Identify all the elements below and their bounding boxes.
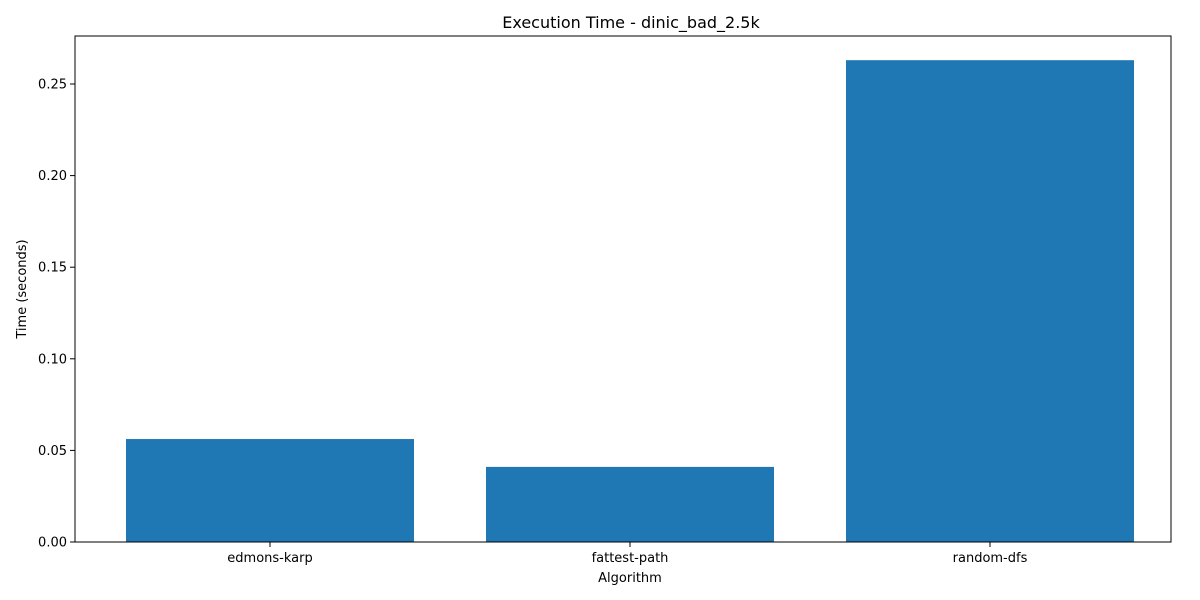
x-tick-label: fattest-path [592, 551, 669, 566]
y-tick-label: 0.10 [38, 352, 67, 367]
y-axis-label: Time (seconds) [15, 239, 30, 339]
bar-edmons-karp [126, 439, 414, 542]
x-tick-label: random-dfs [953, 551, 1028, 566]
y-tick-label: 0.05 [38, 444, 67, 459]
bars [126, 60, 1134, 543]
bar-random-dfs [846, 60, 1134, 543]
x-axis-ticks: edmons-karp fattest-path random-dfs [227, 542, 1028, 566]
y-tick-label: 0.25 [38, 77, 67, 92]
x-axis-label: Algorithm [598, 571, 662, 586]
plot-frame [74, 35, 1172, 543]
y-tick-label: 0.15 [38, 261, 67, 276]
bar-fattest-path [486, 466, 774, 542]
x-tick-label: edmons-karp [227, 551, 312, 566]
y-tick-label: 0.00 [38, 536, 67, 551]
y-axis-ticks: 0.00 0.05 0.10 0.15 0.20 0.25 [38, 77, 75, 551]
y-tick-label: 0.20 [38, 169, 67, 184]
chart-title: Execution Time - dinic_bad_2.5k [502, 13, 760, 33]
